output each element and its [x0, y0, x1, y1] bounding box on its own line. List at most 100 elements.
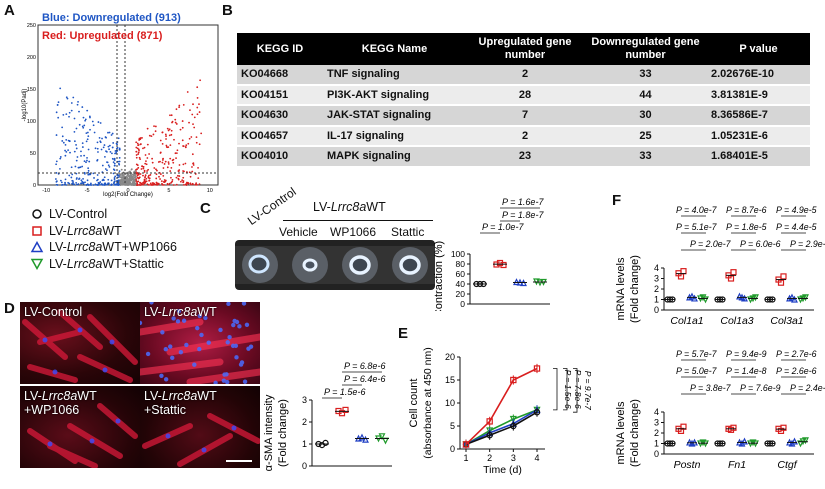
kegg-cell: 25 — [584, 125, 707, 147]
volcano-point — [196, 183, 198, 186]
volcano-point — [198, 183, 201, 186]
volcano-point — [141, 136, 143, 139]
volcano-point — [97, 121, 100, 123]
volcano-point — [144, 175, 147, 178]
volcano-point — [79, 166, 82, 169]
volcano-point — [151, 157, 154, 160]
volcano-point — [155, 173, 158, 176]
mrna-bottom-point — [730, 424, 737, 431]
volcano-point — [55, 134, 58, 136]
volcano-point — [86, 179, 89, 182]
volcano-point — [89, 128, 91, 131]
volcano-point — [194, 183, 197, 186]
volcano-point — [65, 184, 68, 186]
nucleus — [213, 380, 218, 384]
volcano-point — [113, 176, 116, 179]
volcano-point — [72, 183, 75, 186]
nucleus — [181, 318, 187, 323]
nucleus — [221, 378, 227, 383]
nucleus — [195, 325, 200, 331]
nucleus — [197, 313, 202, 319]
gel-label-stattic: Stattic — [391, 225, 425, 239]
nucleus — [160, 330, 165, 335]
volcano-point — [146, 143, 149, 146]
contraction-pvalue: P = 1.8e-7 — [502, 210, 544, 220]
volcano-point — [192, 183, 194, 186]
micrograph-control: LV-Control — [20, 302, 140, 384]
panel-label-f: F — [612, 192, 622, 209]
volcano-point — [129, 174, 132, 177]
volcano-point — [74, 165, 77, 168]
sma-point — [358, 433, 366, 441]
kegg-header-name: KEGG Name — [323, 33, 466, 65]
mrna-top-point — [777, 279, 785, 286]
volcano-point — [193, 126, 196, 129]
cell-pvalue: P = 1.5e-6 — [563, 370, 573, 409]
volcano-point — [171, 121, 173, 124]
volcano-point — [200, 132, 203, 135]
mrna-bottom-gene-label: Fn1 — [728, 459, 746, 471]
nucleus — [163, 346, 168, 352]
volcano-point — [59, 179, 62, 182]
volcano-point — [96, 174, 99, 176]
volcano-point — [61, 126, 64, 129]
cell-pvalue: P = 7.8e-6 — [573, 370, 583, 409]
contraction-ytick-label: 100 — [451, 249, 465, 259]
sma-point — [362, 435, 369, 443]
contraction-ytick-label: 0 — [460, 299, 465, 309]
legend-triangle-down-icon — [30, 258, 44, 270]
volcano-point — [184, 146, 187, 148]
micrograph-label: LV-Lrrc8aWT +WP1066 — [24, 389, 97, 417]
volcano-xtick: -5 — [85, 188, 90, 194]
volcano-point — [195, 182, 198, 185]
volcano-point — [175, 176, 178, 179]
mrna-top-ytick-label: 3 — [654, 274, 659, 284]
volcano-point — [198, 143, 201, 146]
volcano-x-ticks: -10 -5 0 5 10 — [42, 188, 213, 194]
volcano-point — [77, 166, 80, 169]
legend-item-wt: LV-Lrrc8aWT — [30, 223, 177, 240]
nucleus — [192, 362, 197, 367]
volcano-point — [83, 154, 86, 157]
volcano-point — [139, 184, 142, 186]
cell-ytick-label: 0 — [450, 444, 455, 454]
volcano-point — [59, 167, 61, 170]
nucleus — [234, 355, 239, 360]
volcano-ytick: 0 — [33, 183, 36, 189]
volcano-point — [81, 165, 84, 168]
volcano-point — [190, 183, 192, 186]
volcano-point — [66, 97, 69, 100]
volcano-point — [111, 183, 113, 186]
mrna-top-pvalue: P = 4.9e-5 — [776, 205, 817, 215]
volcano-point — [96, 158, 99, 161]
cell-series-line — [465, 409, 538, 446]
mrna-top-pvalue: P = 4.4e-5 — [776, 222, 817, 232]
kegg-cell: 2 — [466, 65, 584, 86]
mrna-top-point — [780, 273, 787, 280]
micrograph-wp1066: LV-Lrrc8aWT +WP1066 — [20, 386, 140, 468]
volcano-point — [196, 97, 199, 99]
volcano-point — [117, 137, 120, 140]
volcano-point — [114, 175, 117, 178]
volcano-point — [119, 184, 122, 186]
cell-point — [533, 365, 541, 372]
volcano-point — [118, 148, 121, 151]
volcano-point — [124, 184, 126, 186]
volcano-point — [164, 133, 167, 136]
mrna-top-gene-label: Col1a1 — [670, 315, 703, 327]
kegg-cell: 23 — [466, 146, 584, 168]
volcano-point — [178, 106, 181, 109]
mrna-top-point — [727, 275, 735, 282]
volcano-point — [75, 127, 78, 130]
volcano-point — [96, 147, 99, 150]
volcano-point — [77, 183, 80, 185]
volcano-point — [55, 163, 58, 166]
volcano-point — [163, 163, 166, 165]
volcano-point — [99, 181, 102, 183]
nucleus — [140, 320, 143, 326]
nucleus — [234, 319, 240, 325]
volcano-point — [75, 147, 78, 150]
contraction-ytick-label: 60 — [456, 269, 466, 279]
volcano-point — [101, 179, 104, 182]
